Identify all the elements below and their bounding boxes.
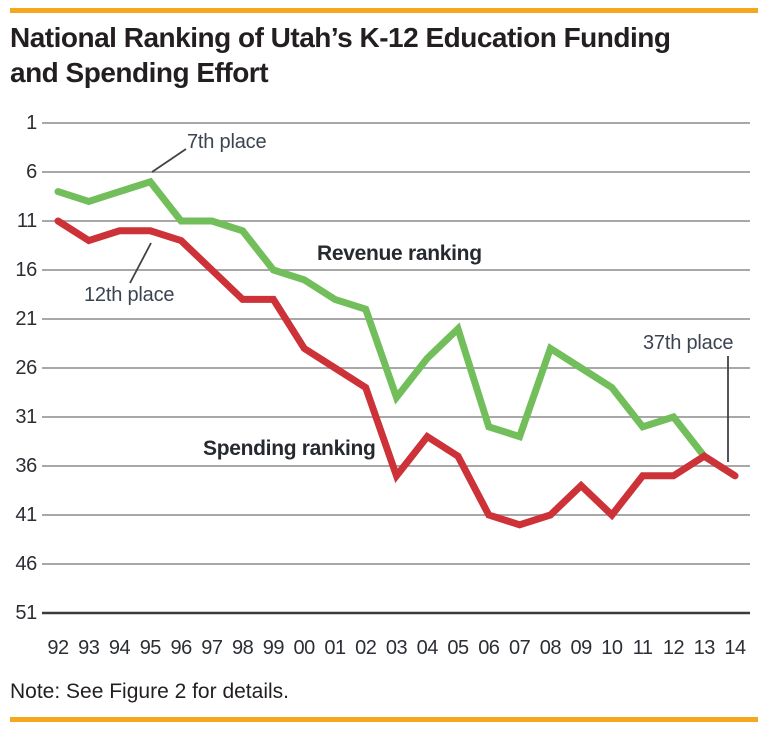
x-axis-tick-label: 98 <box>232 637 254 659</box>
x-axis-tick-label: 14 <box>724 637 746 659</box>
annotation-37th-place: 37th place <box>643 332 734 354</box>
top-accent-rule <box>10 8 758 13</box>
x-axis-tick-label: 05 <box>447 637 469 659</box>
x-axis-tick-label: 93 <box>78 637 100 659</box>
x-axis-tick-label: 10 <box>601 637 623 659</box>
chart-title-line1: National Ranking of Utah’s K-12 Educatio… <box>10 22 671 53</box>
annotation-12th-place: 12th place <box>84 284 175 306</box>
y-axis-tick-label: 36 <box>15 455 37 477</box>
y-axis-tick-label: 11 <box>16 210 37 232</box>
y-axis-tick-label: 16 <box>15 259 37 281</box>
x-axis-tick-label: 03 <box>385 637 408 659</box>
x-axis-tick-label: 95 <box>139 637 162 659</box>
y-axis-tick-label: 26 <box>15 357 37 379</box>
bottom-accent-rule <box>10 717 758 722</box>
y-axis-tick-label: 1 <box>26 112 37 134</box>
x-axis-tick-label: 00 <box>293 637 316 659</box>
chart-title: National Ranking of Utah’s K-12 Educatio… <box>10 20 671 90</box>
x-axis-tick-label: 11 <box>632 637 653 659</box>
x-axis-tick-label: 94 <box>108 637 131 659</box>
x-axis-tick-label: 09 <box>570 637 593 659</box>
spending-line <box>54 217 739 529</box>
x-axis-tick-label: 06 <box>478 637 500 659</box>
x-axis-tick-label: 07 <box>508 637 531 659</box>
x-axis-tick-label: 13 <box>693 637 716 659</box>
y-axis-tick-label: 46 <box>15 553 37 575</box>
y-axis-tick-label: 41 <box>15 504 37 526</box>
chart-title-line2: and Spending Effort <box>10 57 269 88</box>
x-axis-tick-label: 08 <box>539 637 562 659</box>
y-axis-tick-label: 31 <box>15 406 37 428</box>
revenue-series-label: Revenue ranking <box>317 242 482 265</box>
x-axis-tick-label: 96 <box>170 637 192 659</box>
revenue-line <box>54 177 739 480</box>
x-axis-tick-label: 02 <box>355 637 377 659</box>
annotation-7th-place: 7th place <box>187 131 267 153</box>
x-axis-tick-label: 92 <box>47 637 69 659</box>
x-axis-tick-label: 99 <box>262 637 285 659</box>
spending-series-label: Spending ranking <box>203 437 376 460</box>
y-axis-tick-label: 6 <box>26 161 37 183</box>
annotation-12th-leader-line <box>129 242 152 284</box>
y-axis-tick-label: 51 <box>15 602 37 624</box>
y-axis-tick-label: 21 <box>15 308 37 330</box>
x-axis-tick-label: 01 <box>324 637 346 659</box>
note-text: Note: See Figure 2 for details. <box>10 680 289 703</box>
annotation-7th-leader-line <box>151 148 187 173</box>
x-axis-tick-label: 97 <box>201 637 223 659</box>
x-axis-tick-label: 12 <box>662 637 685 659</box>
x-axis-tick-label: 04 <box>416 637 439 659</box>
